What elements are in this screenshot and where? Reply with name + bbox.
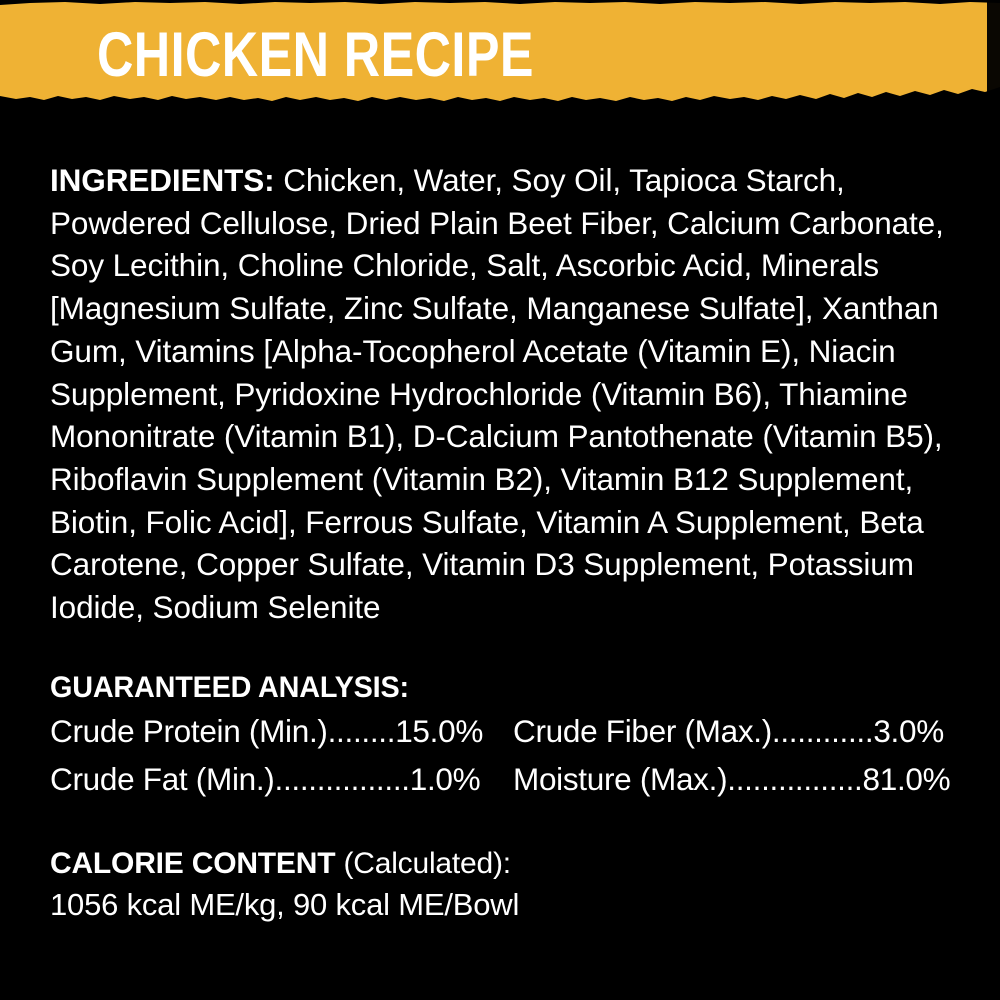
ingredients-list: Chicken, Water, Soy Oil, Tapioca Starch,… bbox=[50, 162, 944, 626]
banner-right-dark-edge bbox=[987, 2, 1000, 102]
calorie-content-value: 1056 kcal ME/kg, 90 kcal ME/Bowl bbox=[50, 887, 520, 922]
calorie-content-heading: CALORIE CONTENT (Calculated): bbox=[50, 845, 955, 883]
table-row: Crude Fiber (Max.)............3.0% bbox=[513, 713, 944, 749]
calorie-content-section: CALORIE CONTENT (Calculated): 1056 kcal … bbox=[50, 845, 955, 925]
guaranteed-analysis-section: GUARANTEED ANALYSIS: Crude Protein (Min.… bbox=[50, 670, 955, 800]
ingredients-paragraph: INGREDIENTS: Chicken, Water, Soy Oil, Ta… bbox=[50, 159, 955, 629]
banner-torn-top-edge bbox=[0, 1, 1000, 8]
recipe-header-banner: CHICKEN RECIPE bbox=[0, 1, 1000, 103]
table-row: Crude Fat (Min.)................1.0% bbox=[50, 761, 481, 797]
calorie-content-heading-strong: CALORIE CONTENT bbox=[50, 847, 336, 880]
guaranteed-analysis-table: Crude Protein (Min.)........15.0% Crude … bbox=[50, 711, 955, 800]
table-row: Moisture (Max.)................81.0% bbox=[513, 761, 951, 797]
ingredients-label: INGREDIENTS: bbox=[50, 162, 275, 198]
page-title: CHICKEN RECIPE bbox=[97, 20, 534, 90]
table-row: Crude Protein (Min.)........15.0% bbox=[50, 713, 484, 749]
calorie-content-heading-rest: (Calculated): bbox=[335, 847, 511, 880]
guaranteed-analysis-heading: GUARANTEED ANALYSIS: bbox=[50, 671, 409, 704]
